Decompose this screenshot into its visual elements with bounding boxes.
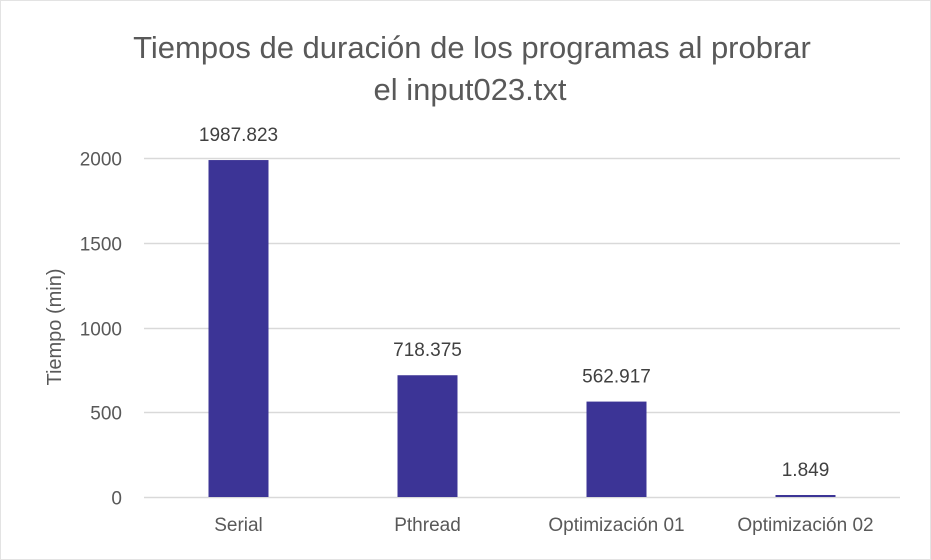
data-label: 718.375 bbox=[393, 340, 462, 361]
y-axis-label: Tiempo (min) bbox=[44, 268, 66, 385]
chart-title: Tiempos de duración de los programas al … bbox=[133, 30, 811, 107]
bars bbox=[208, 160, 836, 497]
x-tick-label: Optimización 02 bbox=[737, 515, 873, 536]
x-tick-labels: Serial Pthread Optimización 01 Optimización… bbox=[214, 515, 873, 536]
data-label: 1987.823 bbox=[199, 125, 278, 146]
bar-1 bbox=[208, 160, 269, 497]
data-label: 562.917 bbox=[582, 367, 651, 388]
y-tick-label: 2000 bbox=[80, 150, 122, 171]
chart-title-line-2: el input023.txt bbox=[373, 72, 566, 107]
data-label: 1.849 bbox=[782, 460, 830, 481]
x-tick-label: Pthread bbox=[394, 515, 461, 536]
y-tick-label: 500 bbox=[90, 404, 122, 425]
x-tick-label: Serial bbox=[214, 515, 263, 536]
y-tick-label: 0 bbox=[111, 489, 122, 510]
bar-2 bbox=[397, 375, 458, 497]
bar-3 bbox=[586, 401, 647, 497]
x-tick-label: Optimización 01 bbox=[548, 515, 684, 536]
bar-4 bbox=[775, 495, 836, 497]
y-tick-label: 1000 bbox=[80, 320, 122, 341]
y-tick-labels: 0 500 1000 1500 2000 bbox=[80, 150, 122, 510]
y-gridlines bbox=[144, 157, 900, 499]
chart-title-line-1: Tiempos de duración de los programas al … bbox=[133, 30, 811, 65]
data-labels: 1987.823 718.375 562.917 1.849 bbox=[199, 125, 829, 481]
y-tick-label: 1500 bbox=[80, 235, 122, 256]
